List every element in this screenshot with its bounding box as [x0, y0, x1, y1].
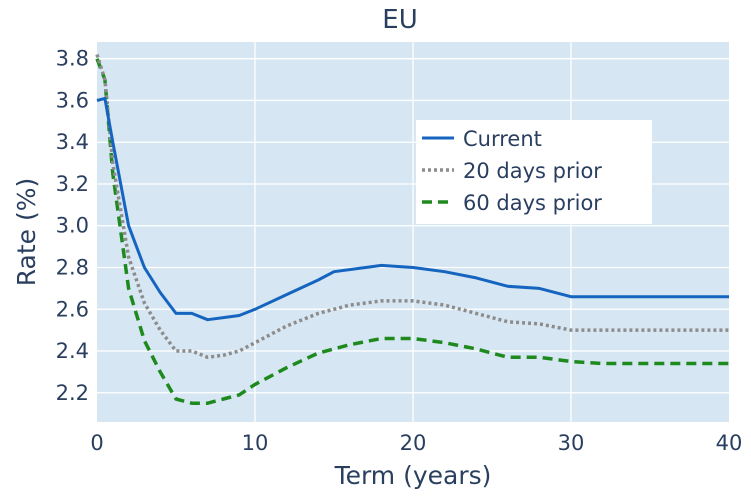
series-line-60-days-prior: [95, 58, 729, 405]
x-tick-label: 30: [558, 431, 585, 455]
y-tick-label: 2.8: [56, 255, 89, 279]
chart-title: EU: [382, 5, 417, 35]
legend: Current 20 days prior 60 days prior: [416, 120, 652, 224]
tick-labels: 0 10 20 30 40 2.2 2.4 2.6 2.8 3.0 3.2 3.4 3.6 3.8: [56, 47, 743, 455]
y-axis-title: Rate (%): [12, 178, 41, 287]
series-line-20-days-prior: [95, 53, 729, 360]
x-tick-label: 40: [716, 431, 743, 455]
y-tick-label: 2.2: [56, 381, 89, 405]
legend-label: 60 days prior: [463, 191, 602, 215]
y-tick-label: 3.0: [56, 214, 89, 238]
y-tick-label: 2.6: [56, 297, 89, 321]
x-tick-label: 0: [90, 431, 103, 455]
y-tick-label: 3.6: [56, 88, 89, 112]
x-tick-label: 20: [400, 431, 427, 455]
y-tick-label: 3.2: [56, 172, 89, 196]
legend-box: [416, 120, 652, 224]
x-tick-label: 10: [242, 431, 269, 455]
y-tick-label: 3.8: [56, 47, 89, 71]
y-tick-label: 2.4: [56, 339, 89, 363]
series-line-current: [96, 96, 729, 322]
series-layer: [95, 53, 729, 405]
x-axis-title: Term (years): [334, 461, 492, 490]
legend-label: 20 days prior: [463, 159, 602, 183]
y-tick-label: 3.4: [56, 130, 89, 154]
legend-label: Current: [463, 127, 542, 151]
